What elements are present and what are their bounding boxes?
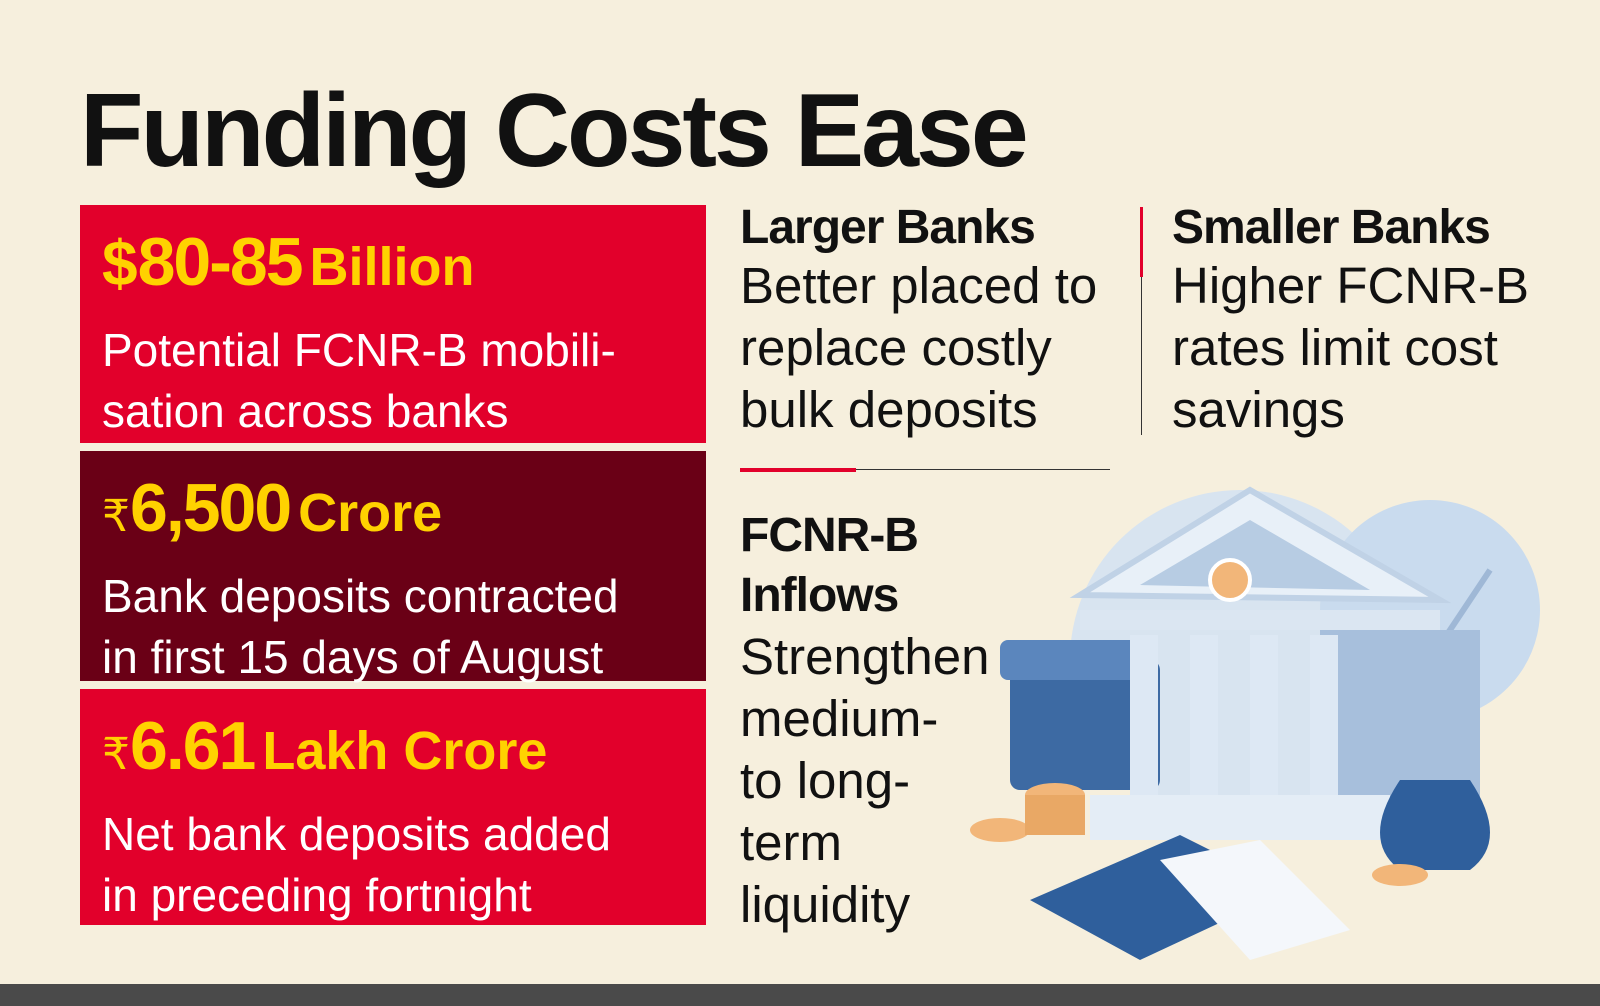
unit: Crore <box>298 483 443 543</box>
divider <box>1141 277 1142 435</box>
stat-desc: Net bank deposits added <box>102 808 611 860</box>
heading: Larger Banks <box>740 201 1036 254</box>
text-line: term <box>740 814 842 871</box>
stat-desc: sation across banks <box>102 385 509 437</box>
text-line: Strengthen <box>740 628 990 685</box>
currency: $ <box>102 227 138 299</box>
amount: 6.61 <box>130 708 256 784</box>
text-line: Higher FCNR-B <box>1172 257 1530 314</box>
heading: FCNR-B <box>740 509 919 562</box>
text-line: to long- <box>740 752 911 809</box>
stat-box: ₹6.61 Lakh Crore Net bank deposits added … <box>80 689 706 925</box>
stat-box: ₹6,500 Crore Bank deposits contracted in … <box>80 451 706 683</box>
amount: 80-85 <box>137 224 304 300</box>
title: Funding Costs Ease <box>80 73 1029 189</box>
footer-bar <box>0 984 1600 1006</box>
fcnr-inflows: FCNR-B Inflows Strengthen medium- to lon… <box>740 506 990 936</box>
text-line: rates limit cost <box>1172 319 1498 376</box>
stat-desc: Potential FCNR-B mobili- <box>102 324 616 376</box>
stat-figure: ₹6,500 Crore <box>102 469 706 566</box>
text-line: liquidity <box>740 876 911 933</box>
smaller-banks: Smaller Banks Higher FCNR-B rates limit … <box>1172 200 1529 441</box>
stat-desc: Bank deposits contracted <box>102 570 619 622</box>
amount: 6,500 <box>130 470 292 546</box>
divider <box>856 469 1110 470</box>
divider <box>740 468 856 472</box>
text-line: bulk deposits <box>740 381 1038 438</box>
text-line: Better placed to <box>740 257 1098 314</box>
text-line: savings <box>1172 381 1345 438</box>
text-line: medium- <box>740 690 939 747</box>
heading: Smaller Banks <box>1172 201 1491 254</box>
heading: Inflows <box>740 569 899 622</box>
stat-desc: in preceding fortnight <box>102 869 532 921</box>
currency: ₹ <box>102 730 130 779</box>
larger-banks: Larger Banks Better placed to replace co… <box>740 200 1097 441</box>
stat-box: $80-85 Billion Potential FCNR-B mobili- s… <box>80 205 706 443</box>
text-line: replace costly <box>740 319 1052 376</box>
currency: ₹ <box>102 492 130 541</box>
unit: Lakh Crore <box>262 721 548 781</box>
divider <box>1140 207 1143 277</box>
unit: Billion <box>309 237 475 297</box>
bank-illustration <box>970 486 1540 960</box>
stat-desc: in first 15 days of August <box>102 631 604 683</box>
stat-figure: ₹6.61 Lakh Crore <box>102 707 706 804</box>
stat-figure: $80-85 Billion <box>102 223 706 320</box>
